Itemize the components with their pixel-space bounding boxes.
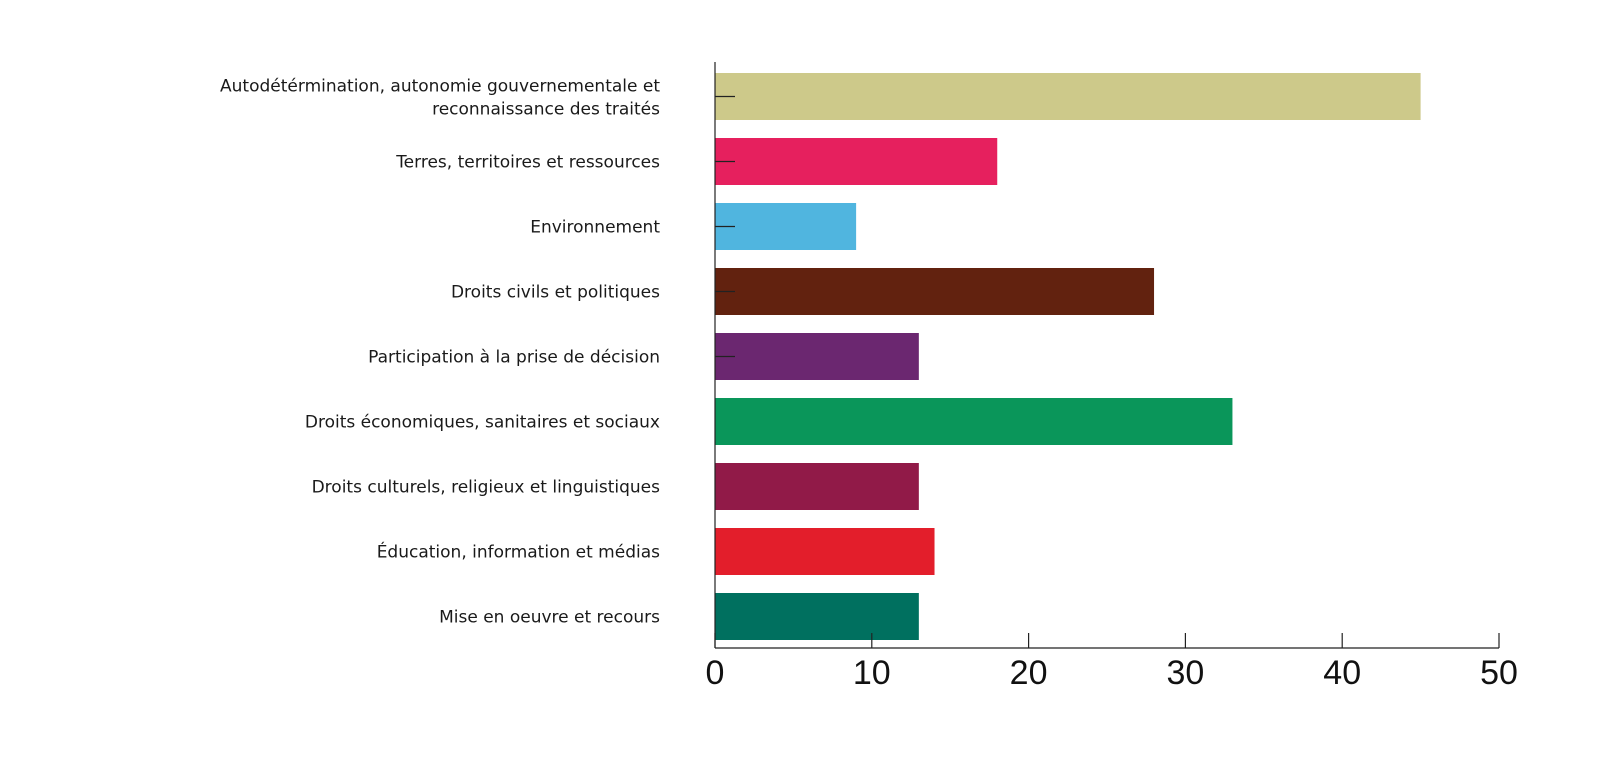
category-label: Éducation, information et médias [377, 541, 660, 563]
category-label: Droits civils et politiques [451, 283, 660, 303]
bar [715, 593, 919, 640]
bar [715, 138, 998, 185]
x-tick-label: 40 [1323, 654, 1361, 692]
category-label-line: Droits économiques, sanitaires et sociau… [305, 413, 660, 433]
bar [715, 463, 919, 510]
x-tick-label: 30 [1166, 654, 1204, 692]
x-tick-label: 0 [706, 654, 725, 692]
category-label: Mise en oeuvre et recours [439, 608, 660, 628]
category-label: Droits économiques, sanitaires et sociau… [305, 413, 660, 433]
x-tick-label: 20 [1010, 654, 1048, 692]
category-label-line: Terres, territoires et ressources [395, 153, 660, 173]
category-label: Participation à la prise de décision [368, 348, 660, 368]
category-label-line: Droits culturels, religieux et linguisti… [312, 478, 661, 498]
category-label-line: Droits civils et politiques [451, 283, 660, 303]
bar [715, 528, 935, 575]
category-label: Droits culturels, religieux et linguisti… [312, 478, 661, 498]
category-label-line: Participation à la prise de décision [368, 348, 660, 368]
bar [715, 398, 1233, 445]
category-label-line: reconnaissance des traités [432, 100, 660, 120]
x-tick-label: 50 [1480, 654, 1518, 692]
category-label-line: Environnement [530, 218, 660, 238]
x-tick-label: 10 [853, 654, 891, 692]
bar [715, 203, 857, 250]
category-label-line: Mise en oeuvre et recours [439, 608, 660, 628]
bar [715, 73, 1421, 120]
category-label-line: Autodétérmination, autonomie gouvernemen… [220, 77, 660, 97]
category-label-line: Éducation, information et médias [377, 541, 660, 563]
bar [715, 268, 1155, 315]
bar [715, 333, 919, 380]
category-label: Autodétérmination, autonomie gouvernemen… [220, 77, 660, 120]
category-label: Terres, territoires et ressources [395, 153, 660, 173]
category-label: Environnement [530, 218, 660, 238]
